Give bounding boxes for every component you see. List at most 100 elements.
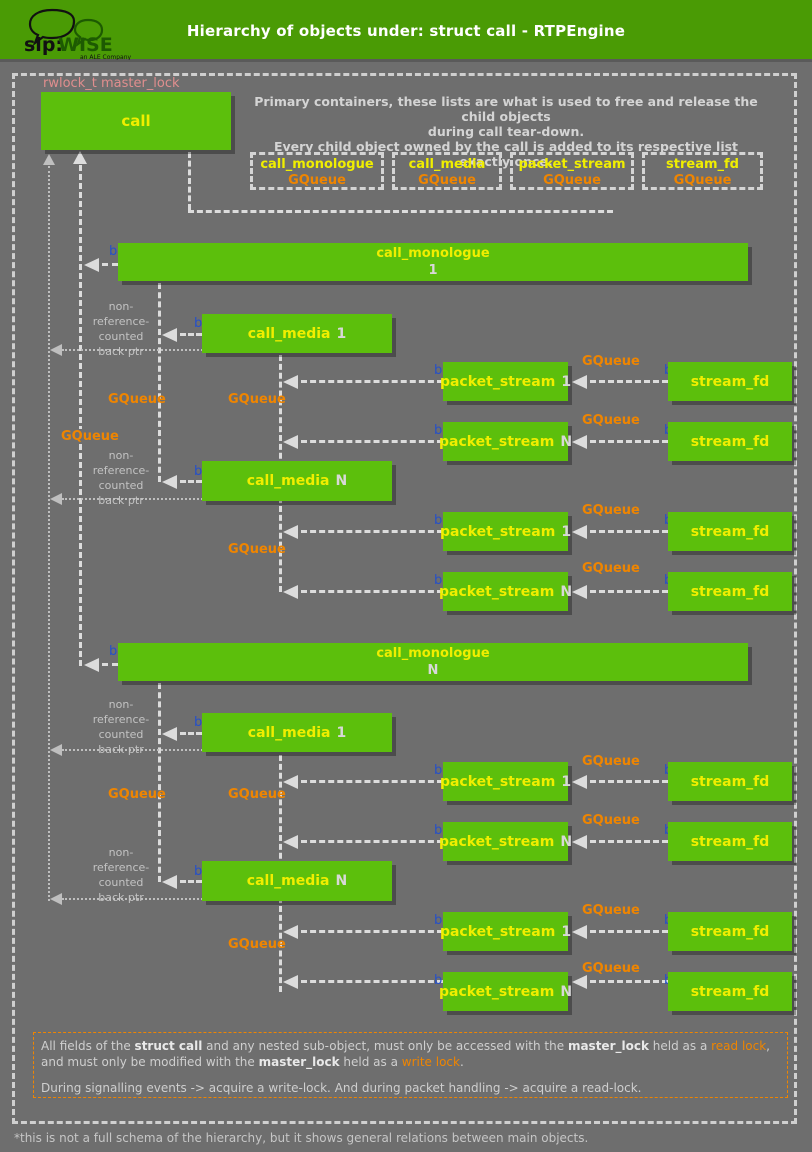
packet-stream-box: packet_stream N [439, 972, 572, 1011]
dotted-arrow-left [50, 493, 62, 505]
stream-fd-box: stream_fd [668, 572, 792, 611]
dashed-line [301, 780, 443, 783]
gqueue-label: GQueue [108, 787, 166, 802]
arrow-left [572, 835, 587, 849]
dashed-line [79, 165, 82, 666]
dashed-line [180, 732, 202, 735]
gqueue-label: GQueue [582, 754, 640, 769]
dashed-line [590, 440, 668, 443]
gqueue-label: GQueue [582, 961, 640, 976]
footnote: *this is not a full schema of the hierar… [14, 1131, 589, 1145]
dashed-line [301, 440, 443, 443]
call-media-box: call_media 1 [202, 713, 392, 752]
dotted-arrow-left [50, 744, 62, 756]
arrow-left [283, 585, 298, 599]
intro-text: Primary containers, these lists are what… [254, 94, 758, 169]
dashed-line [188, 152, 191, 210]
arrow-left [283, 835, 298, 849]
packet-stream-box: packet_stream 1 [440, 512, 571, 551]
gqueue-label: GQueue [582, 561, 640, 576]
arrow-left [283, 775, 298, 789]
call-media-box: call_media N [202, 461, 392, 501]
packet-stream-box: packet_stream N [439, 822, 572, 861]
call-monologue-box: call_monologue 1 [118, 243, 748, 281]
gqueue-label: GQueue [582, 503, 640, 518]
dotted-line [48, 166, 50, 901]
master-lock-label: rwlock_t master_lock [43, 76, 180, 91]
arrow-up [73, 151, 87, 164]
dotted-arrow-left [50, 344, 62, 356]
container-box-call-media: call_media GQueue [392, 152, 502, 190]
gqueue-label: GQueue [228, 787, 286, 802]
dashed-line [301, 590, 443, 593]
stream-fd-box: stream_fd [668, 762, 792, 801]
non-ref-backptr-label: non-reference- counted back ptr [92, 698, 150, 756]
page-title: Hierarchy of objects under: struct call … [186, 22, 626, 40]
container-box-stream-fd: stream_fd GQueue [642, 152, 763, 190]
dotted-arrow-left [50, 893, 62, 905]
dashed-line [590, 840, 668, 843]
dashed-line [180, 880, 202, 883]
dashed-line [590, 380, 668, 383]
gqueue-label: GQueue [582, 813, 640, 828]
arrow-left [572, 375, 587, 389]
arrow-left [283, 975, 298, 989]
arrow-left [572, 775, 587, 789]
dashed-line [188, 210, 613, 213]
arrow-left [283, 525, 298, 539]
call-box: call [41, 92, 231, 150]
dashed-line [102, 263, 118, 266]
stream-fd-box: stream_fd [668, 422, 792, 461]
arrow-left [572, 925, 587, 939]
dashed-line [590, 930, 668, 933]
packet-stream-box: packet_stream 1 [440, 762, 571, 801]
arrow-left [84, 258, 99, 272]
dashed-line [158, 283, 161, 482]
arrow-left [162, 875, 177, 889]
logo-tagline: an ALE Company [80, 54, 132, 60]
gqueue-label: GQueue [108, 392, 166, 407]
gqueue-label: GQueue [228, 542, 286, 557]
stream-fd-box: stream_fd [668, 912, 792, 951]
arrow-left [572, 975, 587, 989]
diagram-frame [12, 73, 797, 1124]
arrow-left [572, 585, 587, 599]
dotted-arrow-up [43, 154, 55, 165]
dashed-line [158, 683, 161, 882]
gqueue-label: GQueue [582, 903, 640, 918]
container-box-packet-stream: packet_stream GQueue [510, 152, 634, 190]
dashed-line [301, 380, 443, 383]
stream-fd-box: stream_fd [668, 822, 792, 861]
sipwise-logo: sip: WISE an ALE Company [24, 8, 132, 60]
stream-fd-box: stream_fd [668, 972, 792, 1011]
logo-sip-text: sip: [24, 34, 63, 56]
arrow-left [283, 375, 298, 389]
packet-stream-box: packet_stream N [439, 422, 572, 461]
dashed-line [590, 590, 668, 593]
arrow-left [572, 435, 587, 449]
gqueue-label: GQueue [61, 429, 119, 444]
packet-stream-box: packet_stream 1 [440, 362, 571, 401]
container-box-call-monologue: call_monologue GQueue [250, 152, 384, 190]
dashed-line [102, 663, 118, 666]
arrow-left [572, 525, 587, 539]
dashed-line [301, 840, 443, 843]
arrow-left [162, 727, 177, 741]
non-ref-backptr-label: non-reference- counted back ptr [92, 846, 150, 904]
dashed-line [590, 780, 668, 783]
dashed-line [180, 333, 202, 336]
packet-stream-box: packet_stream 1 [440, 912, 571, 951]
arrow-left [283, 435, 298, 449]
stream-fd-box: stream_fd [668, 362, 792, 401]
packet-stream-box: packet_stream N [439, 572, 572, 611]
dashed-line [301, 980, 443, 983]
gqueue-label: GQueue [228, 392, 286, 407]
arrow-left [84, 658, 99, 672]
logo-wise-text: WISE [58, 34, 113, 56]
call-media-box: call_media N [202, 861, 392, 901]
lock-rules-note: All fields of the struct call and any ne… [33, 1032, 788, 1098]
dashed-line [301, 530, 443, 533]
non-ref-backptr-label: non-reference- counted back ptr [92, 449, 150, 507]
stream-fd-box: stream_fd [668, 512, 792, 551]
